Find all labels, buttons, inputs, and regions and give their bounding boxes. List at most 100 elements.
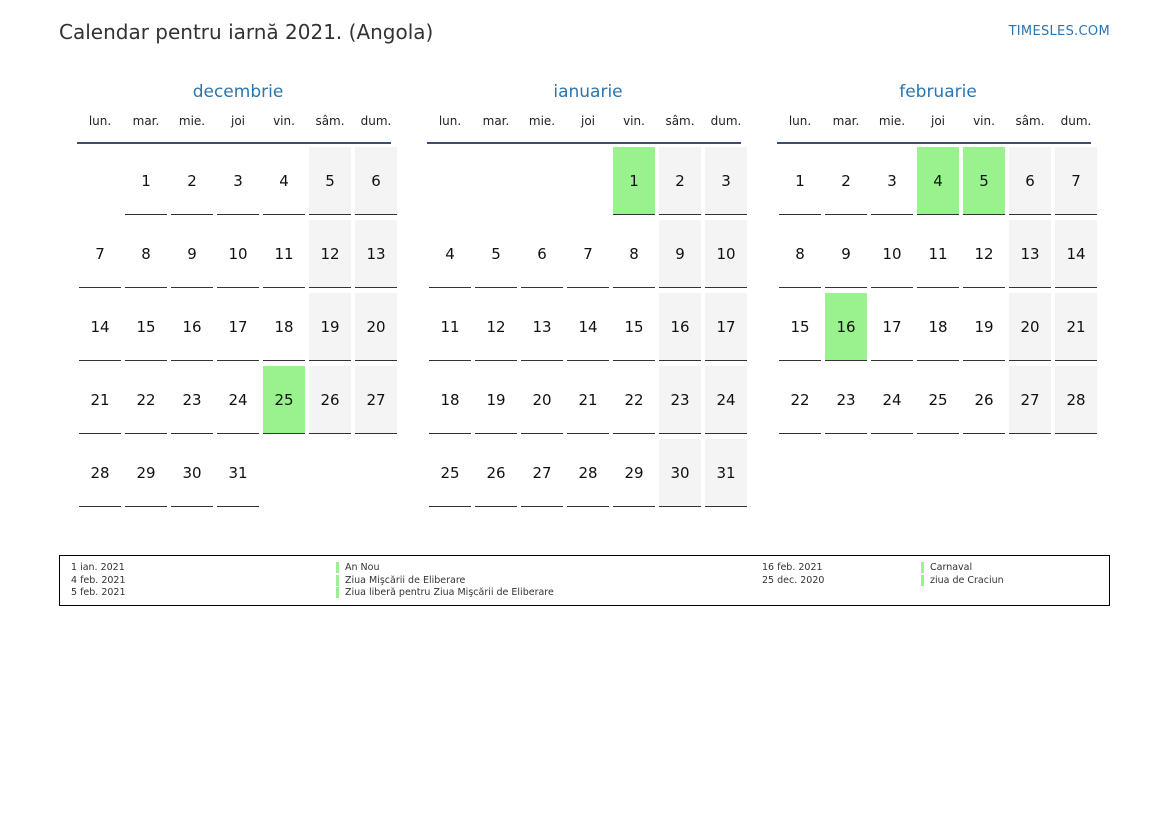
day-number: 15 <box>125 293 167 361</box>
day-cell <box>261 439 307 512</box>
weekday-label: lun. <box>788 114 812 128</box>
day-cell: 6 <box>519 220 565 293</box>
month-name: ianuarie <box>553 82 623 102</box>
day-number: 15 <box>779 293 821 361</box>
weekday-header: lun. mar. mie. joi vin. sâm. dum. <box>427 114 749 142</box>
month-decembrie: decembrie lun. mar. mie. joi vin. sâm. dum. 1 2 3 4… <box>77 82 399 512</box>
day-number: 10 <box>705 220 747 288</box>
weekday-label: mie. <box>528 114 556 128</box>
month-name: decembrie <box>192 82 284 102</box>
day-number: 20 <box>521 366 563 434</box>
day-cell: 30 <box>657 439 703 512</box>
day-cell: 7 <box>1053 147 1099 220</box>
day-number: 10 <box>217 220 259 288</box>
day-number: 23 <box>825 366 867 434</box>
day-number: 6 <box>355 147 397 215</box>
day-cell: 8 <box>611 220 657 293</box>
day-number: 8 <box>779 220 821 288</box>
day-number: 26 <box>963 366 1005 434</box>
day-number: 16 <box>171 293 213 361</box>
day-cell: 22 <box>123 366 169 439</box>
day-cell: 20 <box>353 293 399 366</box>
weekday-label: dum. <box>1060 114 1092 128</box>
day-cell: 26 <box>961 366 1007 439</box>
weekday-label: sâm. <box>665 114 695 128</box>
header-divider <box>777 142 1091 144</box>
day-number: 2 <box>825 147 867 215</box>
day-cell: 28 <box>77 439 123 512</box>
empty-day <box>355 439 397 507</box>
empty-day <box>263 439 305 507</box>
day-number: 8 <box>125 220 167 288</box>
weekday-label: dum. <box>710 114 742 128</box>
day-number: 5 <box>475 220 517 288</box>
day-number: 26 <box>475 439 517 507</box>
day-cell: 21 <box>77 366 123 439</box>
day-number: 27 <box>1009 366 1051 434</box>
holiday-name: Ziua liberă pentru Ziua Mişcării de Elib… <box>336 587 554 598</box>
holiday-name: Carnaval <box>921 562 973 573</box>
day-number: 16 <box>825 293 867 361</box>
day-number: 19 <box>963 293 1005 361</box>
legend-row: 1 ian. 2021 <box>71 562 126 575</box>
day-number: 1 <box>779 147 821 215</box>
weekday-header: lun. mar. mie. joi vin. sâm. dum. <box>777 114 1099 142</box>
day-cell: 11 <box>915 220 961 293</box>
day-number: 9 <box>171 220 213 288</box>
day-cell: 3 <box>869 147 915 220</box>
day-cell: 24 <box>869 366 915 439</box>
site-link[interactable]: TIMESLES.COM <box>1008 24 1110 39</box>
day-number: 19 <box>309 293 351 361</box>
day-number: 25 <box>429 439 471 507</box>
day-number: 17 <box>217 293 259 361</box>
day-cell: 29 <box>123 439 169 512</box>
day-number: 24 <box>217 366 259 434</box>
day-number: 5 <box>963 147 1005 215</box>
day-cell: 27 <box>1007 366 1053 439</box>
day-number: 12 <box>309 220 351 288</box>
day-cell: 30 <box>169 439 215 512</box>
day-number: 11 <box>263 220 305 288</box>
day-cell: 17 <box>869 293 915 366</box>
day-cell: 31 <box>703 439 749 512</box>
day-number: 30 <box>659 439 701 507</box>
day-cell: 23 <box>657 366 703 439</box>
day-number: 7 <box>1055 147 1097 215</box>
day-cell: 28 <box>1053 366 1099 439</box>
day-cell: 15 <box>777 293 823 366</box>
day-cell: 14 <box>565 293 611 366</box>
day-cell: 29 <box>611 439 657 512</box>
day-cell <box>77 147 123 220</box>
day-number: 31 <box>705 439 747 507</box>
day-cell: 26 <box>473 439 519 512</box>
holiday-legend: 1 ian. 2021 4 feb. 2021 5 feb. 2021 An Nou… <box>59 555 1110 606</box>
legend-row: ziua de Craciun <box>921 574 1004 588</box>
day-cell: 6 <box>353 147 399 220</box>
day-number: 10 <box>871 220 913 288</box>
day-number: 29 <box>613 439 655 507</box>
day-cell: 20 <box>519 366 565 439</box>
day-cell: 19 <box>961 293 1007 366</box>
day-number: 22 <box>779 366 821 434</box>
day-number: 5 <box>309 147 351 215</box>
day-number: 3 <box>871 147 913 215</box>
day-cell: 27 <box>519 439 565 512</box>
day-cell: 15 <box>611 293 657 366</box>
day-cell: 3 <box>215 147 261 220</box>
day-cell: 18 <box>427 366 473 439</box>
legend-row: 16 feb. 2021 <box>762 562 824 575</box>
day-cell: 5 <box>473 220 519 293</box>
day-cell: 13 <box>1007 220 1053 293</box>
weekday-label: lun. <box>88 114 112 128</box>
day-number: 13 <box>1009 220 1051 288</box>
legend-left-names: An Nou Ziua Mişcării de Eliberare Ziua lib… <box>336 562 554 600</box>
empty-day <box>521 147 563 215</box>
day-number: 28 <box>1055 366 1097 434</box>
weekday-label: sâm. <box>1015 114 1045 128</box>
day-cell: 14 <box>77 293 123 366</box>
day-cell: 9 <box>169 220 215 293</box>
day-cell: 9 <box>823 220 869 293</box>
day-cell: 8 <box>777 220 823 293</box>
day-number: 16 <box>659 293 701 361</box>
